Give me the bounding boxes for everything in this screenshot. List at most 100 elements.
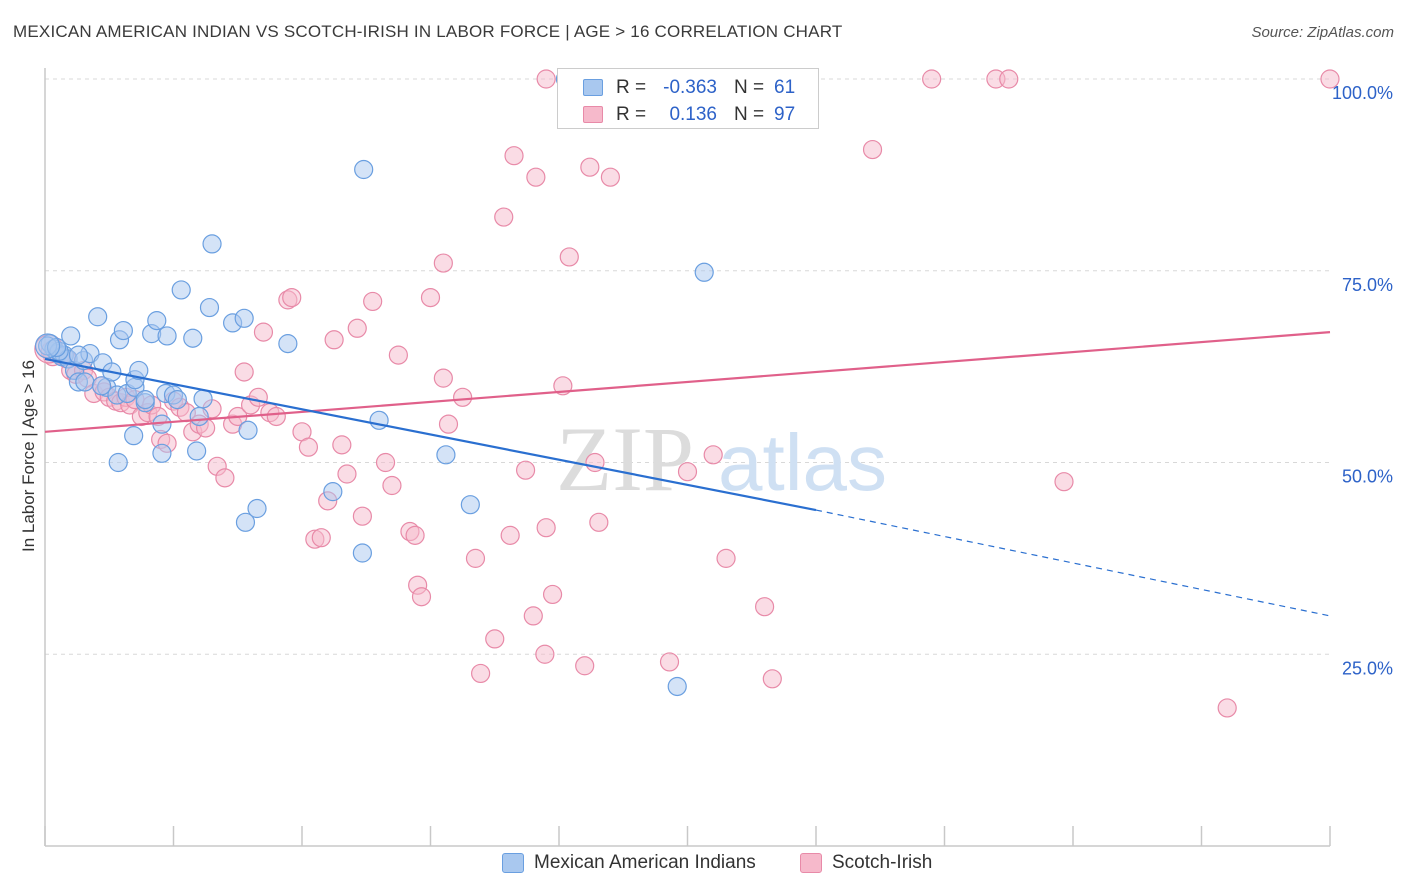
scotch-irish-point: [515, 460, 536, 480]
scotch-irish-point: [438, 414, 459, 434]
mexican-american-indians-point: [460, 495, 480, 515]
scotch-irish-point: [298, 437, 319, 457]
legend-item-scotch-irish: Scotch-Irish: [800, 852, 932, 874]
scotch-irish-point: [352, 506, 372, 526]
scotch-irish-point: [494, 207, 514, 227]
mexican-american-indians-point: [88, 307, 108, 327]
scotch-irish-point: [575, 656, 595, 676]
mexican-american-indians-point: [247, 498, 267, 519]
scotch-irish-point: [375, 452, 396, 473]
stat-legend-row-blue: R = -0.363 N = 61: [558, 73, 820, 101]
scotch-irish-point: [388, 345, 408, 365]
scotch-irish-point: [332, 435, 352, 455]
scotch-irish-point: [1217, 698, 1237, 718]
mexican-american-indians-point: [352, 543, 372, 563]
scotch-irish-point: [420, 287, 441, 308]
scatter-chart: ZIP atlas 25.0%50.0%75.0%100.0%0.0%100.0…: [19, 68, 1393, 847]
watermark-atlas: atlas: [718, 418, 887, 507]
mexican-american-indians-points: [34, 69, 714, 697]
scotch-irish-point: [282, 287, 302, 308]
mexican-american-indians-point: [157, 326, 177, 346]
mexican-american-indians-point: [436, 445, 456, 465]
mexican-american-indians-point: [667, 676, 687, 697]
mexican-american-indians-point: [193, 389, 213, 409]
mexican-american-indians-point: [91, 376, 112, 396]
mexican-american-indians-point: [354, 159, 374, 180]
scotch-irish-point: [433, 253, 453, 273]
mexican-american-indians-point: [135, 390, 155, 410]
scotch-irish-point: [862, 139, 883, 160]
scotch-irish-point: [526, 167, 546, 187]
y-tick-label: 25.0%: [1342, 658, 1393, 678]
scotch-irish-point: [580, 157, 600, 177]
scotch-irish-point: [542, 584, 563, 605]
scotch-irish-point: [754, 597, 775, 617]
y-tick-label: 100.0%: [1332, 83, 1393, 103]
mexican-american-indians-point: [61, 326, 81, 346]
stat-legend-row-pink: R = 0.136 N = 97: [558, 100, 820, 128]
chart-source: Source: ZipAtlas.com: [1251, 24, 1394, 41]
mexican-american-indians-point-cluster: [34, 333, 61, 359]
mexican-american-indians-trend-extension: [815, 509, 1331, 617]
scotch-irish-point: [559, 247, 579, 267]
mexican-american-indians-point: [189, 406, 209, 427]
mexican-american-indians-point: [238, 420, 258, 440]
mexican-american-indians-point: [124, 426, 144, 446]
mexican-american-indians-point: [147, 311, 167, 331]
legend-swatch-blue: [502, 853, 524, 873]
scotch-irish-point: [311, 528, 331, 548]
axes-layer: [44, 68, 1331, 847]
scotch-irish-point: [999, 69, 1019, 89]
mexican-american-indians-point: [202, 234, 222, 254]
scotch-irish-point: [347, 318, 367, 338]
mexican-american-indians-point: [234, 308, 254, 328]
watermark-zip: ZIP: [556, 408, 694, 510]
scotch-irish-point: [600, 167, 621, 187]
scotch-irish-point: [382, 475, 402, 496]
n-label: N =: [734, 104, 765, 125]
mexican-american-indians-point: [187, 441, 207, 461]
legend-item-mexican-american-indians: Mexican American Indians: [502, 852, 756, 874]
mexican-american-indians-point: [278, 334, 298, 354]
blue-swatch: [583, 79, 603, 96]
stat-legend: R = -0.363 N = 61 R = 0.136 N = 97: [557, 68, 819, 129]
scotch-irish-point: [504, 146, 524, 166]
n-label: N =: [734, 77, 765, 98]
scotch-irish-point: [471, 663, 491, 684]
mexican-american-indians-trend-line: [44, 357, 817, 512]
tick-labels: 25.0%50.0%75.0%100.0%0.0%100.0%: [1332, 83, 1393, 678]
scotch-irish-point: [1320, 69, 1340, 89]
scotch-irish-point: [716, 548, 736, 568]
scotch-irish-point: [405, 525, 425, 545]
mexican-american-indians-point: [108, 452, 128, 473]
mexican-american-indians-point: [68, 345, 89, 365]
scotch-irish-trend-line: [44, 331, 1331, 433]
r-value: 0.136: [669, 104, 717, 125]
r-label: R =: [616, 77, 647, 98]
scotch-irish-point: [433, 368, 453, 388]
n-value: 61: [774, 77, 796, 98]
scotch-irish-points: [34, 69, 1340, 718]
scotch-irish-point: [215, 468, 235, 488]
scotch-irish-point: [453, 387, 473, 407]
scotch-irish-point: [523, 606, 543, 626]
legend-label: Scotch-Irish: [832, 852, 933, 873]
scotch-irish-point: [324, 330, 344, 350]
scotch-irish-point: [253, 322, 274, 342]
mexican-american-indians-point: [171, 280, 191, 300]
r-label: R =: [616, 104, 647, 125]
scotch-irish-point: [363, 291, 383, 312]
scotch-irish-point: [500, 525, 520, 545]
mexican-american-indians-point: [129, 360, 149, 381]
bottom-legend: Mexican American Indians Scotch-Irish: [0, 852, 1406, 878]
scotch-irish-point: [248, 387, 268, 407]
mexican-american-indians-point: [323, 482, 343, 502]
mexican-american-indians-point: [167, 390, 187, 410]
mexican-american-indians-point: [183, 328, 203, 348]
n-value: 97: [774, 104, 796, 125]
scotch-irish-point: [465, 548, 486, 568]
legend-swatch-pink: [800, 853, 822, 873]
scotch-irish-point: [234, 362, 254, 382]
r-value: -0.363: [663, 77, 717, 98]
scotch-irish-point: [411, 587, 432, 607]
